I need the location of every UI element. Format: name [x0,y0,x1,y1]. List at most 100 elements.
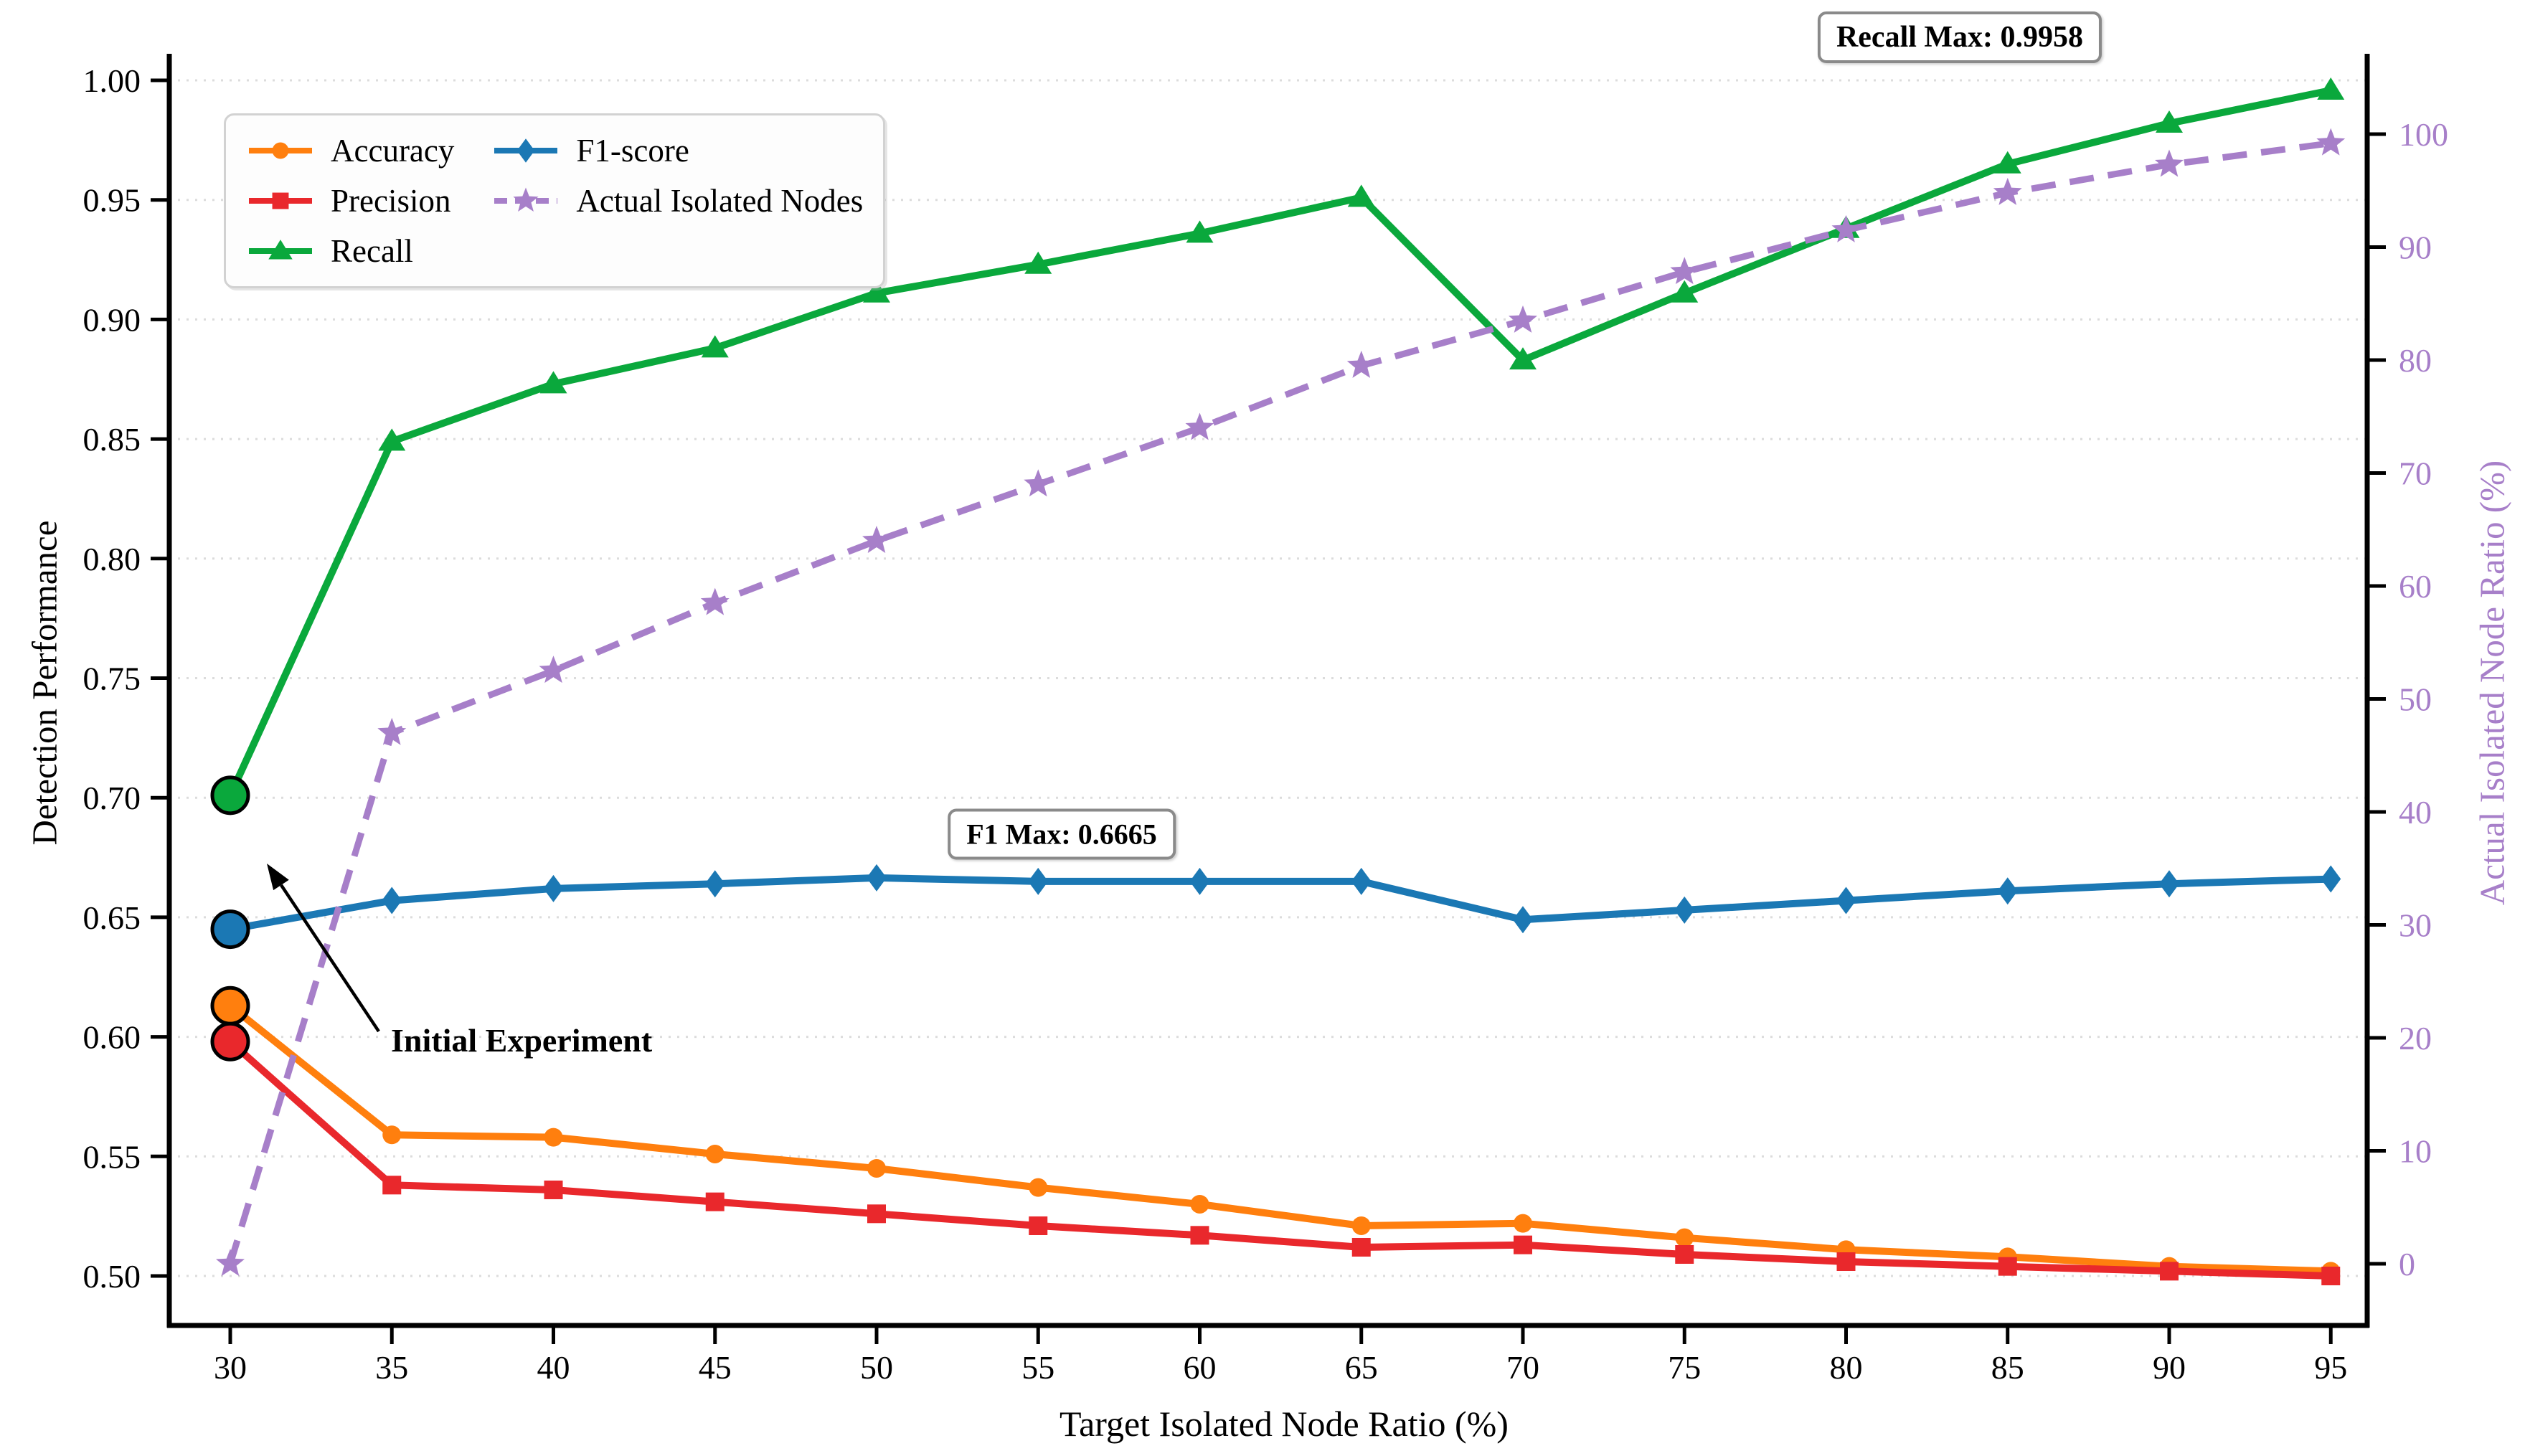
y-axis-tick-label-left: 0.70 [83,780,141,816]
x-axis-tick-label: 55 [1021,1349,1054,1386]
data-point-square-marker [1675,1244,1694,1264]
data-point-circle-marker [544,1128,563,1147]
data-point-diamond-marker [704,870,725,898]
initial-experiment-label: Initial Experiment [391,1022,653,1059]
data-point-star-marker [513,187,539,212]
data-point-diamond-marker [517,138,535,163]
series-precision [221,1032,2341,1285]
series-line [227,1039,2331,1280]
circle-legend-marker-icon [249,142,312,159]
data-point-circle-marker [1675,1228,1694,1247]
data-point-diamond-marker [1189,867,1210,895]
axes: 0.50 0.55 0.60 0.65 0.70 0.75 0.80 0.85 0.90 0.95… [83,54,2448,1386]
data-point-star-marker [216,1249,245,1276]
data-point-star-marker [1993,177,2022,205]
y-axis-tick-label-left: 0.55 [83,1138,141,1175]
x-axis-tick-label: 30 [214,1349,247,1386]
y-axis-tick-label-left: 0.80 [83,541,141,577]
arrow-head-icon [267,864,289,891]
x-axis-tick-label: 35 [375,1349,408,1386]
data-point-circle-marker [705,1144,725,1163]
y-axis-tick-label-right: 20 [2399,1020,2432,1056]
data-point-square-marker [1998,1257,2017,1276]
y-axis-tick-label-right: 40 [2399,794,2432,831]
initial-point-accuracy [210,985,250,1026]
x-axis-tick-label: 85 [1991,1349,2024,1386]
data-point-circle-marker [1514,1214,1532,1233]
data-point-star-marker [862,526,891,553]
data-point-star-marker [377,717,407,745]
legend-label: Recall [331,233,413,269]
data-point-square-marker [1514,1235,1532,1254]
data-point-square-marker [1836,1252,1856,1271]
y-axis-tick-label-right: 10 [2399,1133,2432,1170]
y-axis-tick-label-left: 0.90 [83,301,141,338]
x-axis-tick-label: 40 [537,1349,570,1386]
data-point-diamond-marker [1351,867,1372,895]
y-axis-tick-label-left: 1.00 [83,62,141,99]
data-point-star-marker [2155,149,2184,177]
data-point-triangle-marker [1993,151,2021,174]
x-axis-tick-label: 45 [699,1349,732,1386]
data-point-circle-marker [1029,1178,1048,1197]
y-axis-tick-label-left: 0.50 [83,1258,141,1295]
data-point-star-marker [2316,128,2346,156]
data-point-triangle-marker [1347,184,1375,207]
data-point-square-marker [544,1180,563,1199]
initial-experiment-points [210,775,250,1062]
data-point-triangle-marker [701,335,729,358]
data-point-square-marker [1351,1237,1371,1257]
y-axis-tick-label-left: 0.85 [83,421,141,458]
data-point-square-marker [1190,1226,1209,1245]
data-point-diamond-marker [1997,877,2018,905]
y-axis-tick-label-left: 0.95 [83,182,141,219]
data-point-diamond-marker [867,864,887,892]
y-axis-title-left: Detection Performance [24,520,65,846]
data-point-diamond-marker [1513,906,1533,934]
f1-max-annotation: F1 Max: 0.6665 [948,808,1176,860]
data-point-square-marker [382,1176,402,1195]
legend-item-precision: Precision [246,176,454,226]
data-point-circle-marker [272,142,289,159]
series-line [227,87,2332,797]
chart-legend: Accuracy Precision Recall F1-score Actual Is… [224,113,886,288]
y-axis-tick-label-right: 0 [2399,1246,2415,1282]
data-point-star-marker [1509,305,1537,333]
recall-max-annotation: Recall Max: 0.9958 [1817,11,2102,63]
data-point-triangle-marker [2156,110,2183,133]
series-line [227,140,2331,1265]
legend-item-f1-score: F1-score [491,126,863,176]
data-point-star-marker [700,587,730,615]
initial-point-f1-score [210,909,250,950]
series-actual-isolated-nodes [216,128,2346,1276]
data-point-diamond-marker [1674,896,1695,924]
y-axis-tick-label-left: 0.60 [83,1019,141,1056]
data-point-circle-marker [382,1125,402,1145]
x-axis-tick-label: 65 [1345,1349,1378,1386]
data-point-square-marker [2321,1267,2341,1285]
legend-label: F1-score [576,133,689,169]
y-axis-tick-label-right: 50 [2399,681,2432,718]
data-point-star-marker [1185,412,1214,440]
y-axis-tick-label-right: 80 [2399,342,2432,379]
data-point-star-marker [1670,257,1699,285]
data-point-triangle-marker [1186,220,1214,243]
arrow-line [280,884,380,1033]
data-point-diamond-marker [2159,870,2179,898]
data-point-circle-marker [1190,1194,1209,1214]
data-point-star-marker [1024,469,1053,497]
data-point-triangle-marker [1509,347,1537,370]
initial-point-precision [210,1021,250,1062]
series-line [227,1003,2331,1275]
y-axis-tick-label-right: 60 [2399,568,2432,605]
data-point-triangle-marker [863,280,890,303]
diamond-legend-marker-icon [494,138,558,163]
data-point-star-marker [539,656,568,684]
y-axis-tick-label-right: 90 [2399,230,2432,266]
data-point-square-marker [867,1204,886,1224]
star-legend-marker-icon [494,187,558,212]
initial-point-recall [210,775,250,816]
data-point-triangle-marker [268,240,293,260]
